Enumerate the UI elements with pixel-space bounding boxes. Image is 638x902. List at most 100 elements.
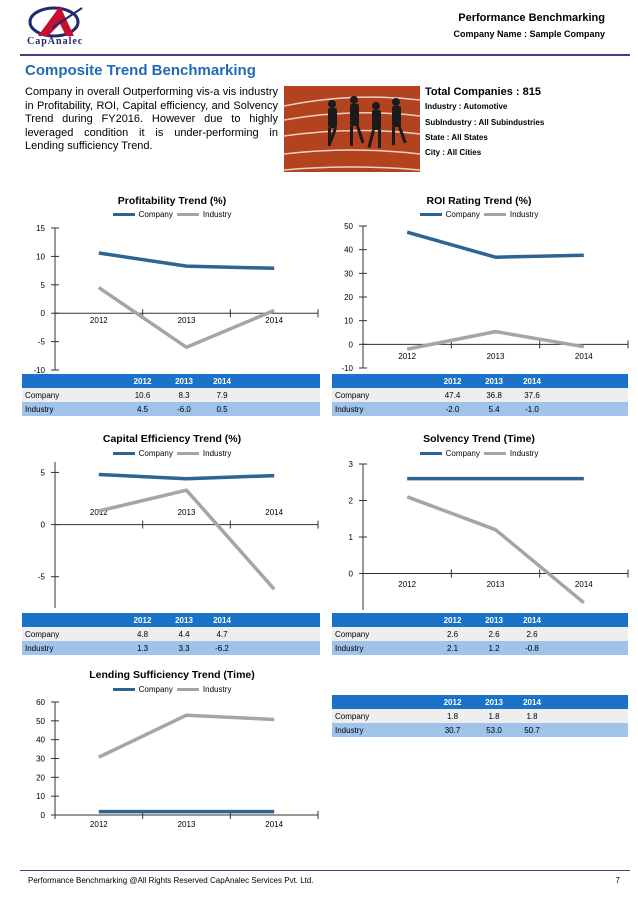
page-heading: Composite Trend Benchmarking (25, 62, 256, 79)
y-tick-label: -5 (38, 573, 46, 582)
table-cell: 1.8 (475, 709, 513, 723)
table-cell: 2.6 (475, 627, 513, 641)
legend-company-swatch (112, 452, 135, 455)
table-header-2012: 2012 (120, 374, 165, 388)
legend-company-swatch (112, 688, 135, 691)
table-cell: -6.2 (203, 641, 241, 655)
table-industry-label: Industry (22, 402, 120, 416)
table-header-2012: 2012 (430, 613, 475, 627)
y-tick-label: -10 (33, 366, 45, 375)
table-cell: 4.8 (120, 627, 165, 641)
table-cell: 5.4 (475, 402, 513, 416)
x-tick-label: 2014 (265, 508, 283, 517)
legend-company-label: Company (138, 210, 173, 219)
table-cell: 4.4 (165, 627, 203, 641)
legend-industry-label: Industry (202, 449, 232, 458)
chart-title-profitability: Profitability Trend (%) (117, 195, 227, 207)
table-cell: 1.8 (430, 709, 475, 723)
table-company-label: Company (22, 388, 120, 402)
intro-paragraph: Company in overall Outperforming vis-a v… (25, 86, 278, 152)
table-company-label: Company (332, 388, 430, 402)
legend-industry-swatch (176, 688, 199, 691)
legend-industry-label: Industry (509, 210, 539, 219)
state-info: State : All States (425, 133, 488, 142)
legend-roi: Company Industry (330, 210, 628, 219)
legend-company-label: Company (445, 210, 480, 219)
x-tick-label: 2014 (265, 820, 283, 829)
y-tick-label: 3 (349, 460, 354, 469)
x-tick-label: 2013 (487, 580, 505, 589)
y-tick-label: 0 (349, 570, 354, 579)
y-tick-label: 10 (36, 792, 45, 801)
chart-title-roi: ROI Rating Trend (%) (426, 195, 532, 207)
table-header-2013: 2013 (165, 613, 203, 627)
y-tick-label: 50 (36, 717, 45, 726)
x-tick-label: 2013 (178, 820, 196, 829)
header-divider (20, 54, 630, 56)
table-header-2013: 2013 (475, 695, 513, 709)
x-tick-label: 2013 (487, 352, 505, 361)
x-tick-label: 2012 (398, 580, 416, 589)
table-cell: 1.2 (475, 641, 513, 655)
table-cell: 2.6 (513, 627, 551, 641)
y-tick-label: 20 (344, 293, 353, 302)
y-tick-label: 60 (36, 698, 45, 707)
table-cell: 1.3 (120, 641, 165, 655)
table-cell: 53.0 (475, 723, 513, 737)
legend-industry-label: Industry (202, 685, 232, 694)
y-tick-label: 40 (36, 736, 45, 745)
y-tick-label: 5 (41, 281, 46, 290)
series-line-company (98, 472, 275, 481)
city-info: City : All Cities (425, 148, 482, 157)
chart-solvency: 3 2 1 0 2012 2013 2014 (349, 460, 629, 610)
series-line-industry (97, 286, 275, 350)
legend-company-swatch (419, 452, 442, 455)
series-line-company (98, 251, 275, 271)
y-tick-label: 2 (349, 497, 354, 506)
x-tick-label: 2012 (90, 508, 108, 517)
x-tick-label: 2014 (265, 316, 283, 325)
x-tick-label: 2012 (90, 820, 108, 829)
chart-title-solvency: Solvency Trend (Time) (423, 433, 535, 445)
table-header-2014: 2014 (203, 613, 241, 627)
y-tick-label: 30 (344, 269, 353, 278)
table-cell: 2.1 (430, 641, 475, 655)
table-cell: 8.3 (165, 388, 203, 402)
series-line-industry (406, 495, 585, 605)
y-tick-label: 15 (36, 224, 45, 233)
y-tick-label: 0 (349, 340, 354, 349)
table-header-2013: 2013 (475, 374, 513, 388)
industry-info: Industry : Automotive (425, 102, 508, 111)
y-tick-label: 30 (36, 755, 45, 764)
legend-company-swatch (419, 213, 442, 216)
page-number: 7 (615, 876, 620, 885)
chart-roi: 50 40 30 20 10 0 -10 2012 2013 2014 (341, 222, 629, 373)
y-tick-label: 40 (344, 246, 353, 255)
table-header-2014: 2014 (513, 374, 551, 388)
logo-text: CapAnalec (27, 36, 84, 47)
table-cell: 0.5 (203, 402, 241, 416)
table-header-2012: 2012 (430, 374, 475, 388)
subindustry-info: SubIndustry : All Subindustries (425, 118, 545, 127)
series-line-industry (98, 713, 275, 759)
table-cell: -2.0 (430, 402, 475, 416)
table-roi: 2012 2013 2014 Company 47.4 36.8 37.6 Industr… (332, 374, 628, 416)
table-cell: 1.8 (513, 709, 551, 723)
table-cell: -6.0 (165, 402, 203, 416)
x-tick-label: 2012 (398, 352, 416, 361)
legend-industry-label: Industry (202, 210, 232, 219)
table-cell: -1.0 (513, 402, 551, 416)
chart-title-lending-sufficiency: Lending Sufficiency Trend (Time) (89, 669, 255, 681)
header-title: Performance Benchmarking (458, 12, 605, 24)
table-industry-label: Industry (332, 402, 430, 416)
y-tick-label: 0 (41, 309, 46, 318)
chart-lending-sufficiency: 60 50 40 30 20 10 0 2012 2013 2014 (36, 698, 319, 829)
logo-mark-icon (28, 6, 83, 38)
x-tick-label: 2012 (90, 316, 108, 325)
chart-capital-efficiency: 5 0 -5 2012 2013 2014 (38, 462, 319, 608)
y-tick-label: 5 (41, 468, 46, 477)
x-tick-label: 2013 (178, 316, 196, 325)
chart-profitability: 15 10 5 0 -5 -10 2012 2013 2014 (33, 224, 319, 375)
x-tick-label: 2013 (178, 508, 196, 517)
logo (22, 4, 100, 52)
